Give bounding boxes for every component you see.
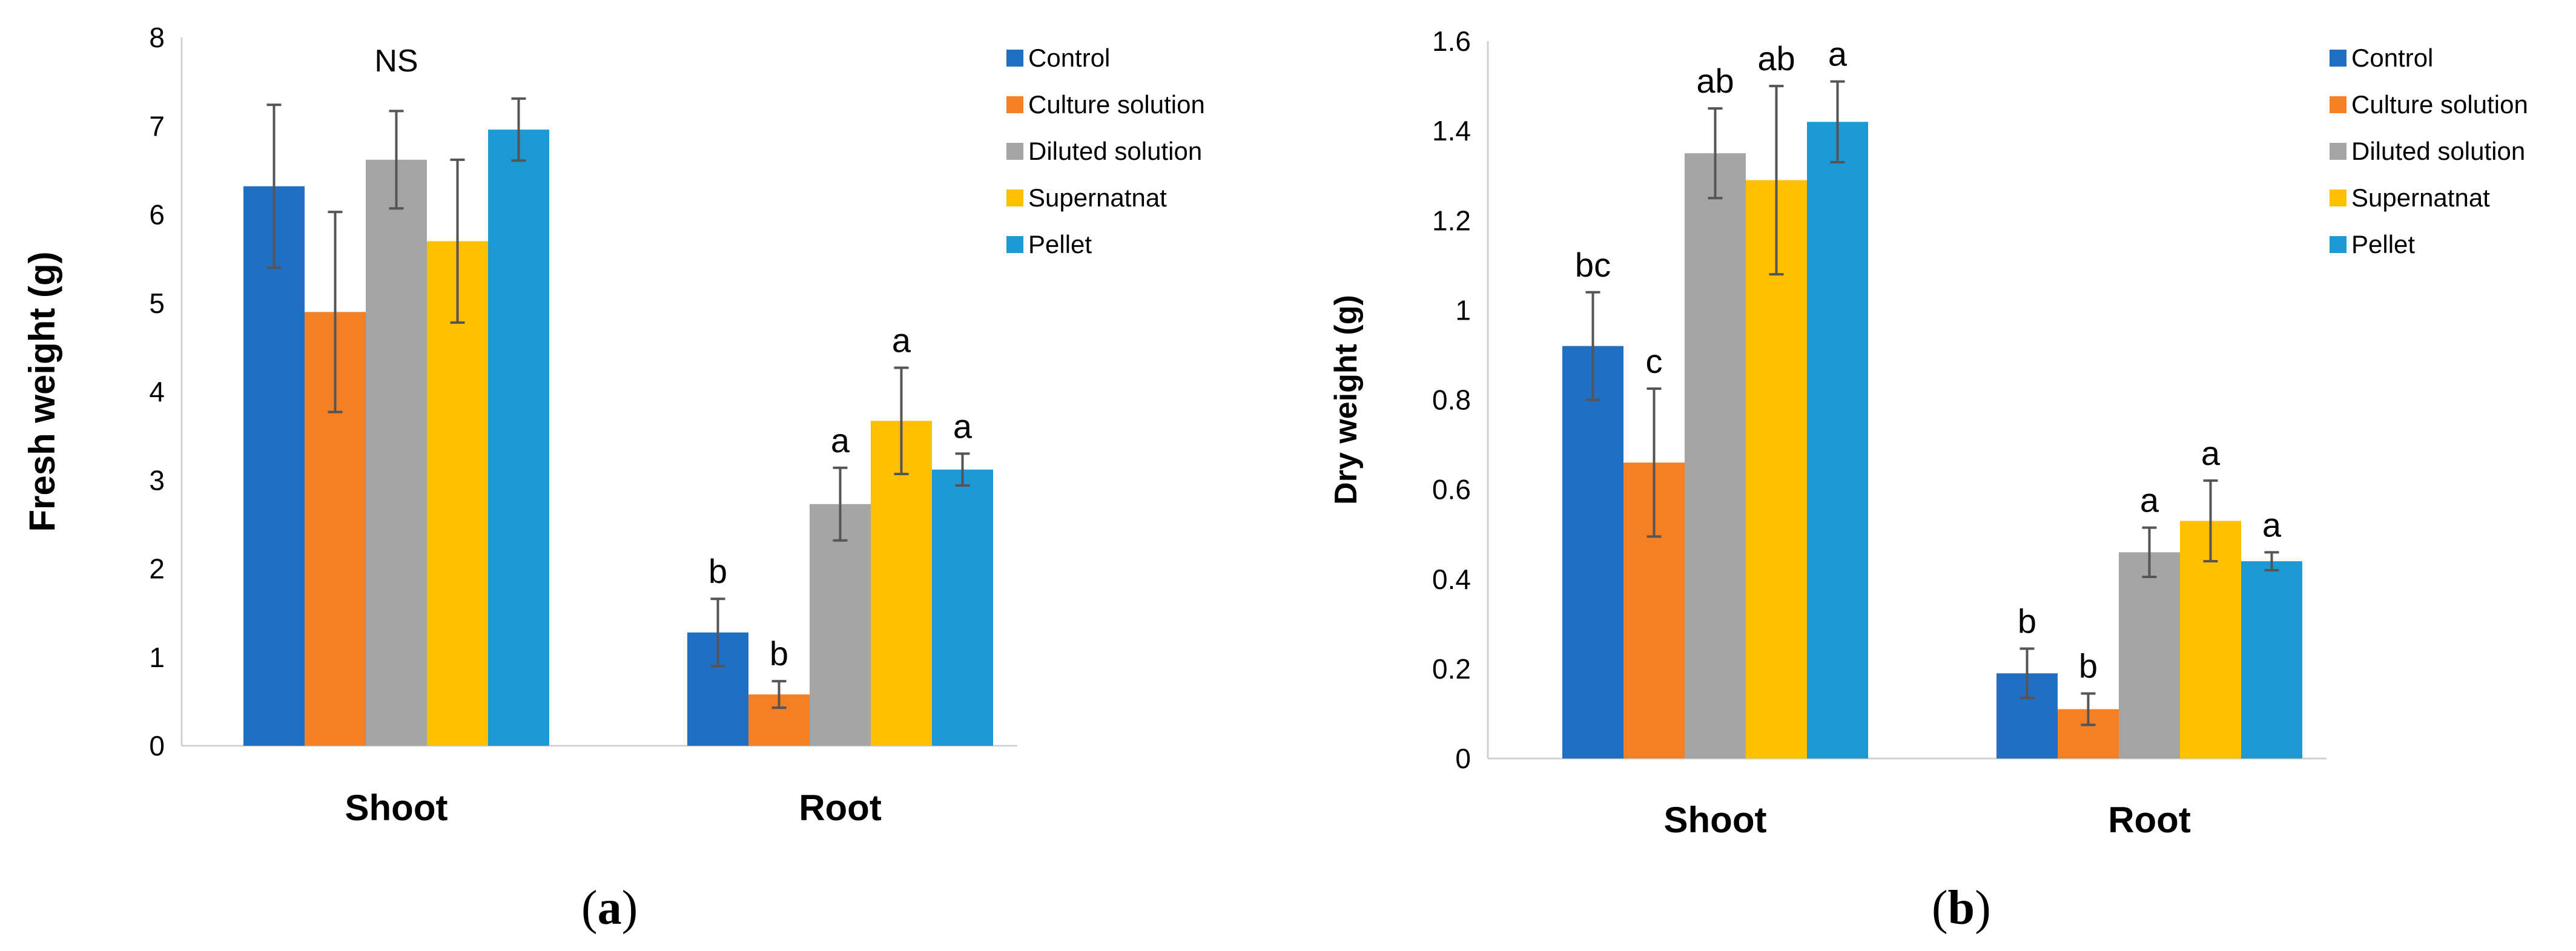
y-tick-label: 0 xyxy=(149,730,165,762)
bar xyxy=(2119,552,2180,758)
bar xyxy=(1685,153,1746,758)
significance-letter: b xyxy=(2018,602,2036,640)
legend-swatch xyxy=(1006,189,1023,206)
panel-label-b: (b) xyxy=(1932,881,1991,935)
chart-b-dry-weight: 0 0.2 0.4 0.6 0.8 1 1.2 1.4 1.6 Dry weight (g) bc c… xyxy=(1329,25,2528,840)
y-tick-label: 6 xyxy=(149,199,165,231)
bar xyxy=(488,130,549,746)
bar xyxy=(427,241,488,746)
y-tick-label: 1 xyxy=(1455,294,1471,326)
legend-label: Control xyxy=(1028,44,1110,72)
bar xyxy=(243,186,305,746)
chart-a-fresh-weight: 0 1 2 3 4 5 6 7 8 Fresh weight (g) Shoot NS b b a a a Roo… xyxy=(22,22,1205,828)
y-tick-label: 4 xyxy=(149,376,165,407)
significance-letter: a xyxy=(892,321,911,360)
significance-letter: ab xyxy=(1696,62,1734,100)
bar xyxy=(366,159,427,746)
y-tick-label: 8 xyxy=(149,22,165,53)
legend-label: Pellet xyxy=(1028,230,1092,258)
x-category-label: Shoot xyxy=(1664,800,1767,840)
legend-label: Culture solution xyxy=(2351,90,2528,119)
y-tick-label: 2 xyxy=(149,553,165,585)
legend-label: Supernatnat xyxy=(2351,183,2490,212)
bar xyxy=(1746,180,1807,758)
x-category-label: Shoot xyxy=(345,788,448,828)
y-tick-label: 1 xyxy=(149,642,165,673)
y-tick-label: 1.2 xyxy=(1432,205,1471,236)
legend-swatch xyxy=(1006,96,1023,113)
legend-swatch xyxy=(1006,50,1023,67)
legend-label: Diluted solution xyxy=(1028,137,1202,165)
significance-letter: a xyxy=(2262,505,2282,544)
significance-letter: ab xyxy=(1757,39,1795,77)
y-tick-label: 0 xyxy=(1455,743,1471,774)
x-category-label: Root xyxy=(2108,800,2191,840)
significance-letter: a xyxy=(2140,481,2159,519)
y-tick-label: 0.6 xyxy=(1432,474,1471,505)
bar xyxy=(1807,122,1868,758)
bar xyxy=(932,469,993,746)
significance-letter: b xyxy=(770,634,788,673)
significance-letter: bc xyxy=(1575,246,1611,284)
legend-swatch xyxy=(2330,189,2346,206)
bar xyxy=(1562,346,1623,758)
y-tick-label: 0.8 xyxy=(1432,384,1471,416)
x-category-label: Root xyxy=(799,788,882,828)
legend-swatch xyxy=(2330,50,2346,67)
bar xyxy=(2241,561,2302,758)
y-tick-label: 3 xyxy=(149,464,165,496)
y-tick-label: 7 xyxy=(149,110,165,142)
legend-label: Diluted solution xyxy=(2351,137,2525,165)
significance-letter: a xyxy=(1828,35,1848,73)
legend-swatch xyxy=(2330,236,2346,253)
legend-label: Culture solution xyxy=(1028,90,1205,119)
y-tick-label: 0.4 xyxy=(1432,564,1471,595)
significance-letter: a xyxy=(2201,434,2221,472)
significance-letter: a xyxy=(953,407,973,445)
y-tick-label: 5 xyxy=(149,288,165,319)
panel-label-a: (a) xyxy=(581,881,638,935)
legend-label: Supernatnat xyxy=(1028,183,1167,212)
legend-label: Pellet xyxy=(2351,230,2415,258)
y-tick-label: 1.4 xyxy=(1432,115,1471,146)
significance-letter: b xyxy=(2079,647,2098,685)
y-axis-title: Dry weight (g) xyxy=(1329,295,1364,505)
legend-swatch xyxy=(1006,143,1023,160)
significance-letter: c xyxy=(1646,342,1663,380)
legend-swatch xyxy=(2330,143,2346,160)
significance-letter: a xyxy=(831,421,850,459)
legend-swatch xyxy=(2330,96,2346,113)
y-axis-title: Fresh weight (g) xyxy=(22,251,62,531)
legend-label: Control xyxy=(2351,44,2433,72)
y-tick-label: 0.2 xyxy=(1432,653,1471,685)
legend-swatch xyxy=(1006,236,1023,253)
y-tick-label: 1.6 xyxy=(1432,25,1471,57)
significance-letter: b xyxy=(708,552,727,590)
group-annotation: NS xyxy=(374,44,418,79)
bar xyxy=(810,504,871,746)
